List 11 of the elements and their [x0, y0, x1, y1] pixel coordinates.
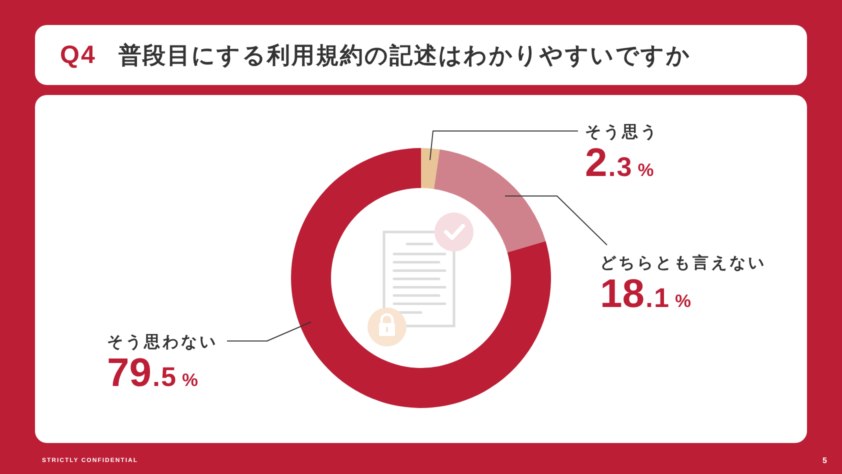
- data-label: 79.5%: [107, 351, 198, 395]
- donut-slice: [434, 149, 546, 252]
- data-label: 2.3%: [585, 141, 654, 185]
- slice-label: どちらとも言えない: [600, 253, 766, 272]
- text: 5: [822, 456, 827, 466]
- donut-slice: [421, 148, 440, 189]
- data-label: 18.1%: [600, 272, 692, 316]
- chart-title: Q4 普段目にする利用規約の記述はわかりやすいですか: [60, 41, 692, 69]
- donut-slice: [291, 148, 551, 408]
- slice-label: そう思う: [585, 123, 659, 141]
- slice-label: そう思わない: [107, 333, 218, 351]
